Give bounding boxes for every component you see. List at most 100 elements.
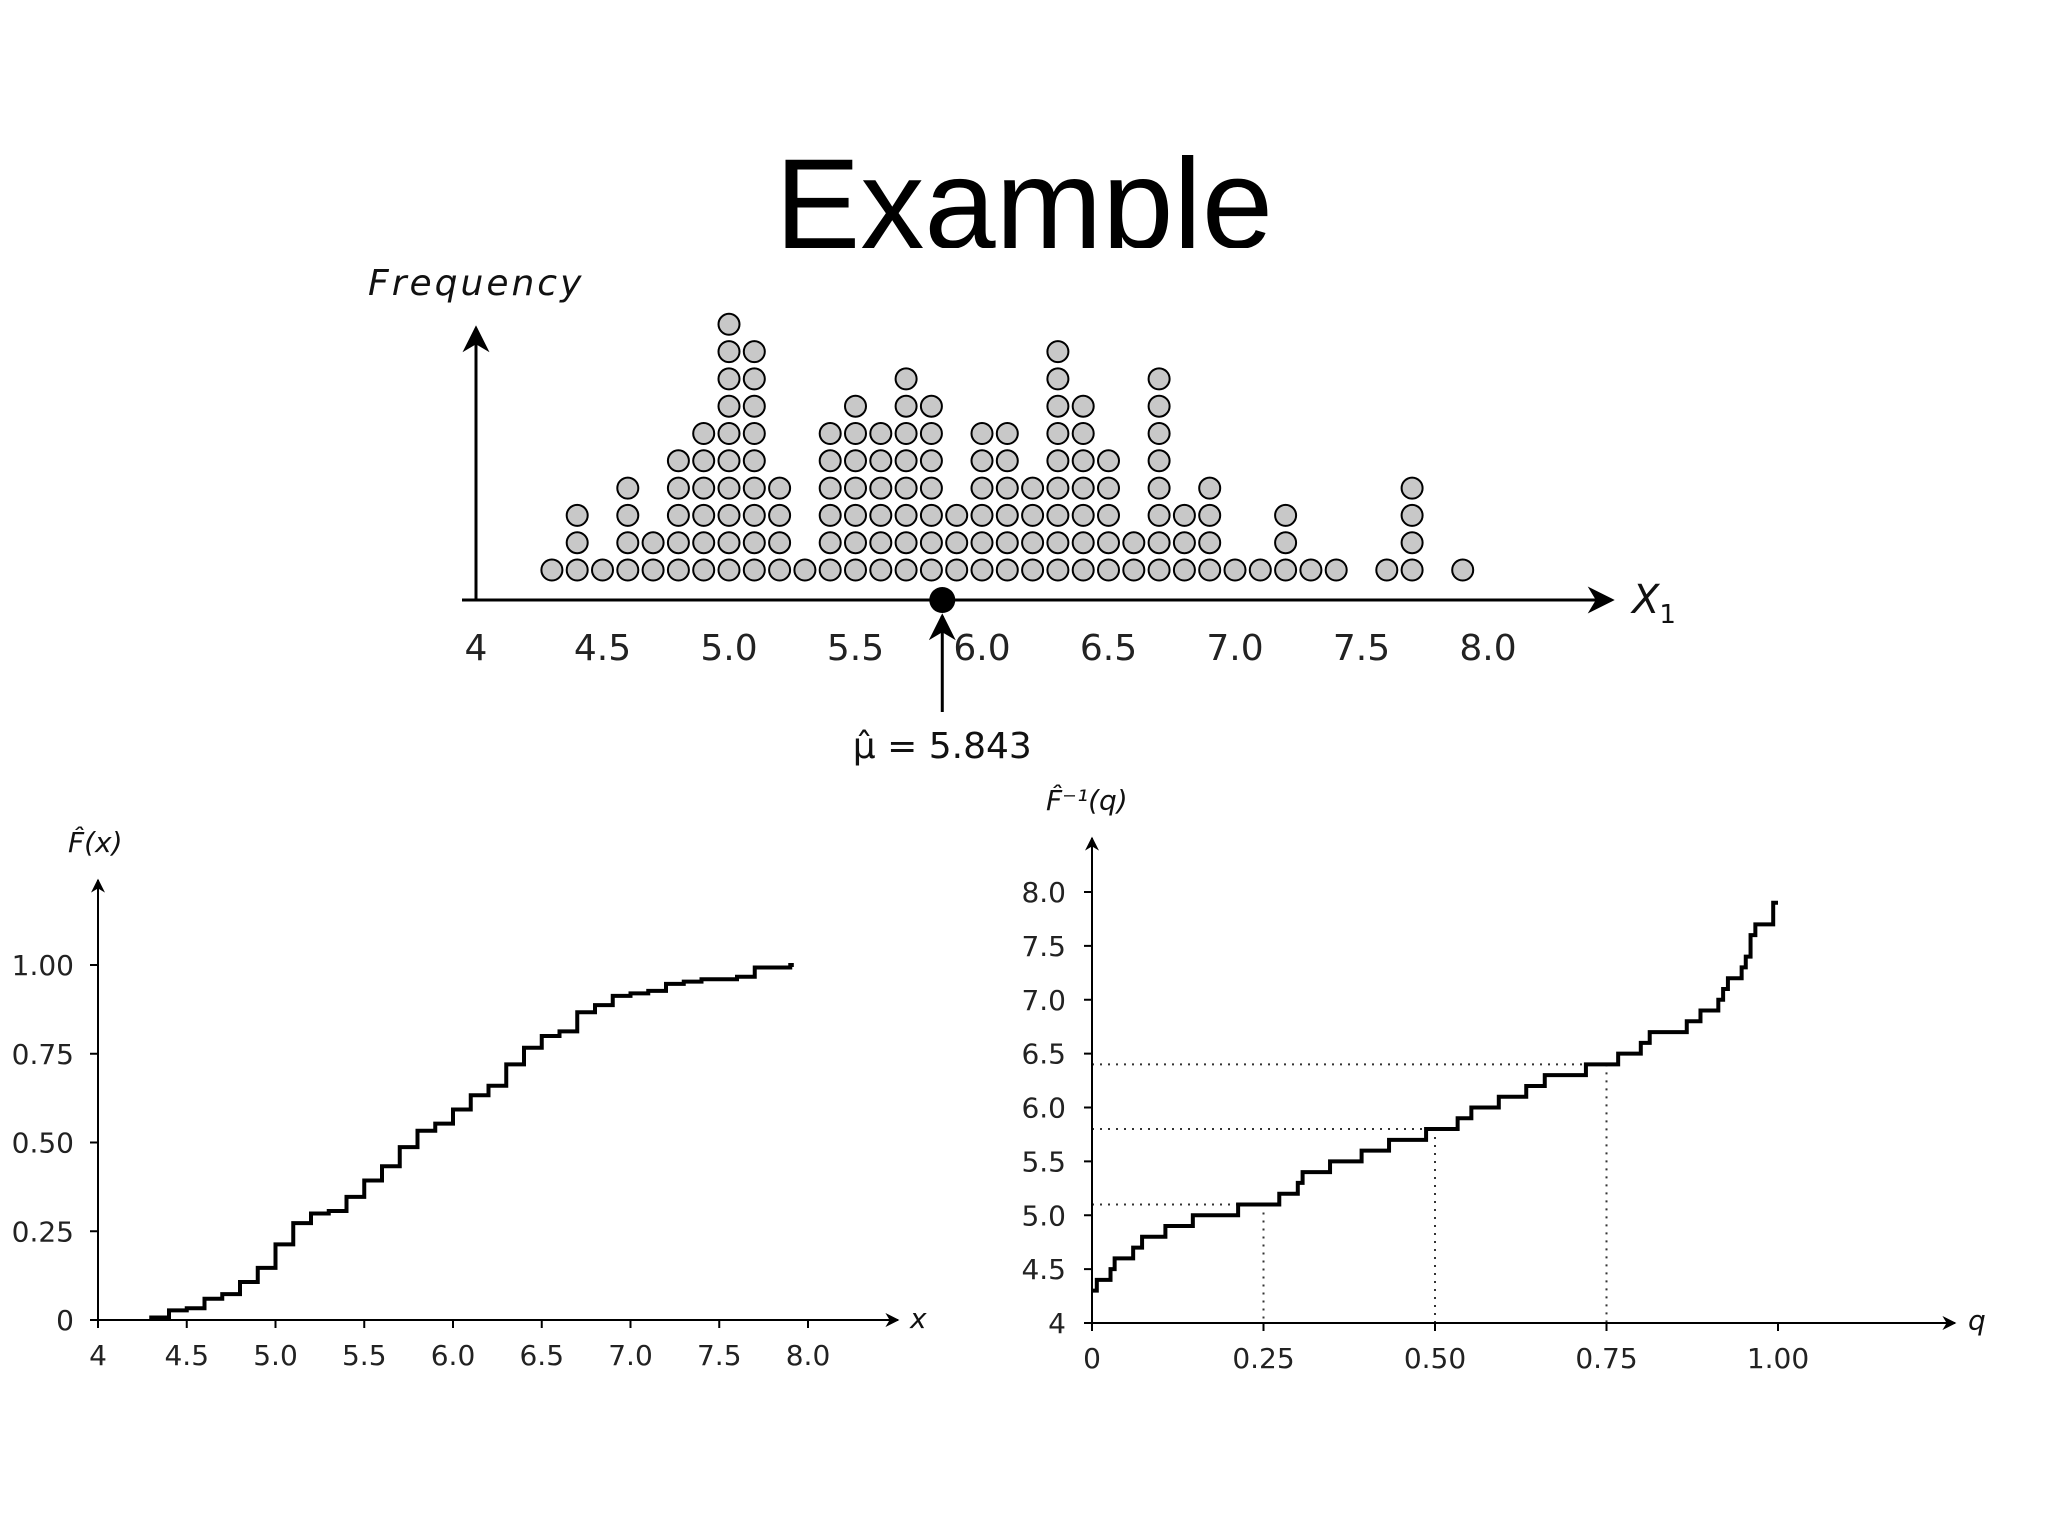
dot-plot-dot [616,503,640,527]
quantile-x-tick-labels: 0 0.25 0.50 0.75 1.00 [1083,1323,1809,1375]
dot-plot-dot [844,476,867,500]
dot-plot-dot [894,367,918,391]
dot-plot-dot [995,503,1019,527]
dot-plot-dot [1400,558,1424,582]
quantile-y-tick-label: 8.0 [1021,876,1066,909]
quantile-x-tick-label: 1.00 [1747,1342,1809,1375]
dot-plot-dot [1172,503,1196,527]
dot-plot-dot [1122,531,1146,555]
dot-plot-dot [666,531,690,555]
mean-marker [929,587,956,613]
dot-plot-dot [894,422,918,445]
dot-plot-dot [970,531,994,555]
dot-plot-dot [970,422,994,445]
dot-plot-dot [995,558,1019,582]
dot-plot-dot [869,422,893,445]
ecdf-y-tick-label: 0.50 [12,1127,74,1160]
dot-plot-dot [818,422,842,445]
dot-plot-dot [641,531,665,555]
dot-plot-dot [1147,476,1171,500]
dot-plot-dot [869,503,893,527]
dot-plot-dot [692,476,716,500]
dot-plot-dot [1172,558,1196,582]
dot-plot-dot [692,449,716,473]
dot-plot-dot [742,558,766,582]
dot-plot-dot [945,503,969,527]
dot-plot-dot [1198,503,1222,527]
ecdf-x-tick-label: 6.5 [519,1339,564,1372]
dot-plot-dot [742,340,766,364]
ecdf-y-tick-label: 0.75 [12,1038,74,1071]
dot-plot-dot [1122,558,1146,582]
dot-plot-dot [919,394,943,418]
dot-plot-dot [717,394,741,418]
dot-plot-dot [1299,558,1323,582]
quantile-x-tick-label: 0 [1083,1342,1101,1375]
dot-plot-dot [1046,367,1070,391]
ecdf-y-tick-label: 0 [56,1304,74,1337]
dot-plot-dot [995,449,1019,473]
dot-plot-dot [844,449,867,473]
dot-plot-dot [1172,531,1196,555]
dot-plot-dot [591,558,614,582]
dot-plot-dot [793,558,817,582]
dot-plot-dot [970,476,994,500]
dot-plot-dot [1451,558,1475,582]
dot-plot-dot [717,503,741,527]
dot-plot-dot [1046,503,1070,527]
ecdf-y-tick-labels: 0 0.25 0.50 0.75 1.00 [12,949,98,1337]
ecdf-x-tick-label: 5.0 [253,1339,298,1372]
dot-plot-dot [945,558,969,582]
dot-plot-dot [1375,558,1399,582]
dot-plot-dot [742,367,766,391]
dot-plot-x-axis-title-subscript: 1 [1659,600,1676,630]
dot-plot-dot [692,531,716,555]
dot-plot-dot [1046,340,1070,364]
dot-plot-dot [1021,531,1045,555]
dot-plot-y-axis-title: Frequency [368,263,584,304]
dot-plot-dot [844,394,867,418]
dot-plot-dot [540,558,564,582]
dot-plot-dot [1046,476,1070,500]
dot-plot-dot [742,449,766,473]
dot-plot-dot [1274,558,1298,582]
dot-plot-dot [1071,558,1095,582]
dot-plot-dot [818,449,842,473]
dot-plot-dot [844,503,867,527]
ecdf-y-axis-title: F̂(x) [68,826,123,859]
dot-plot-dot [616,558,640,582]
dot-plot-dot [1021,476,1045,500]
dot-plot-dot [616,476,640,500]
dot-plot-dot [1223,558,1247,582]
dot-plot-dot [894,476,918,500]
dot-plot-x-tick-label: 4 [465,628,488,669]
ecdf-x-tick-label: 4.5 [164,1339,209,1372]
quantile-x-axis-title: q [1968,1304,1986,1337]
dot-plot-x-tick-label: 7.0 [1206,628,1263,669]
dot-plot-dot [1046,422,1070,445]
dot-plot-dot [869,558,893,582]
dot-plot-x-tick-label: 8.0 [1459,628,1516,669]
dot-plot-dot [768,476,792,500]
dot-plot-dot [666,503,690,527]
dot-plot-dot [1097,531,1120,555]
dot-plot-dot [1046,394,1070,418]
dot-plot-dot [970,449,994,473]
dot-plot-dot [1097,449,1120,473]
dot-plot-dot [742,503,766,527]
ecdf-x-tick-label: 5.5 [342,1339,387,1372]
dot-plot-dot [894,394,918,418]
dot-plot-x-tick-label: 6.0 [953,628,1010,669]
dot-plot-dot [1071,394,1095,418]
dot-plot-dot [768,558,792,582]
dot-plot-dot [894,449,918,473]
dot-plot-dot [1097,503,1120,527]
quantile-y-tick-label: 6.5 [1021,1038,1066,1071]
dot-plot-dot [818,503,842,527]
dot-plot-dot [818,476,842,500]
dot-plot-dot [1400,531,1424,555]
dot-plot-dot [1274,503,1298,527]
dot-plot-dot [1198,531,1222,555]
